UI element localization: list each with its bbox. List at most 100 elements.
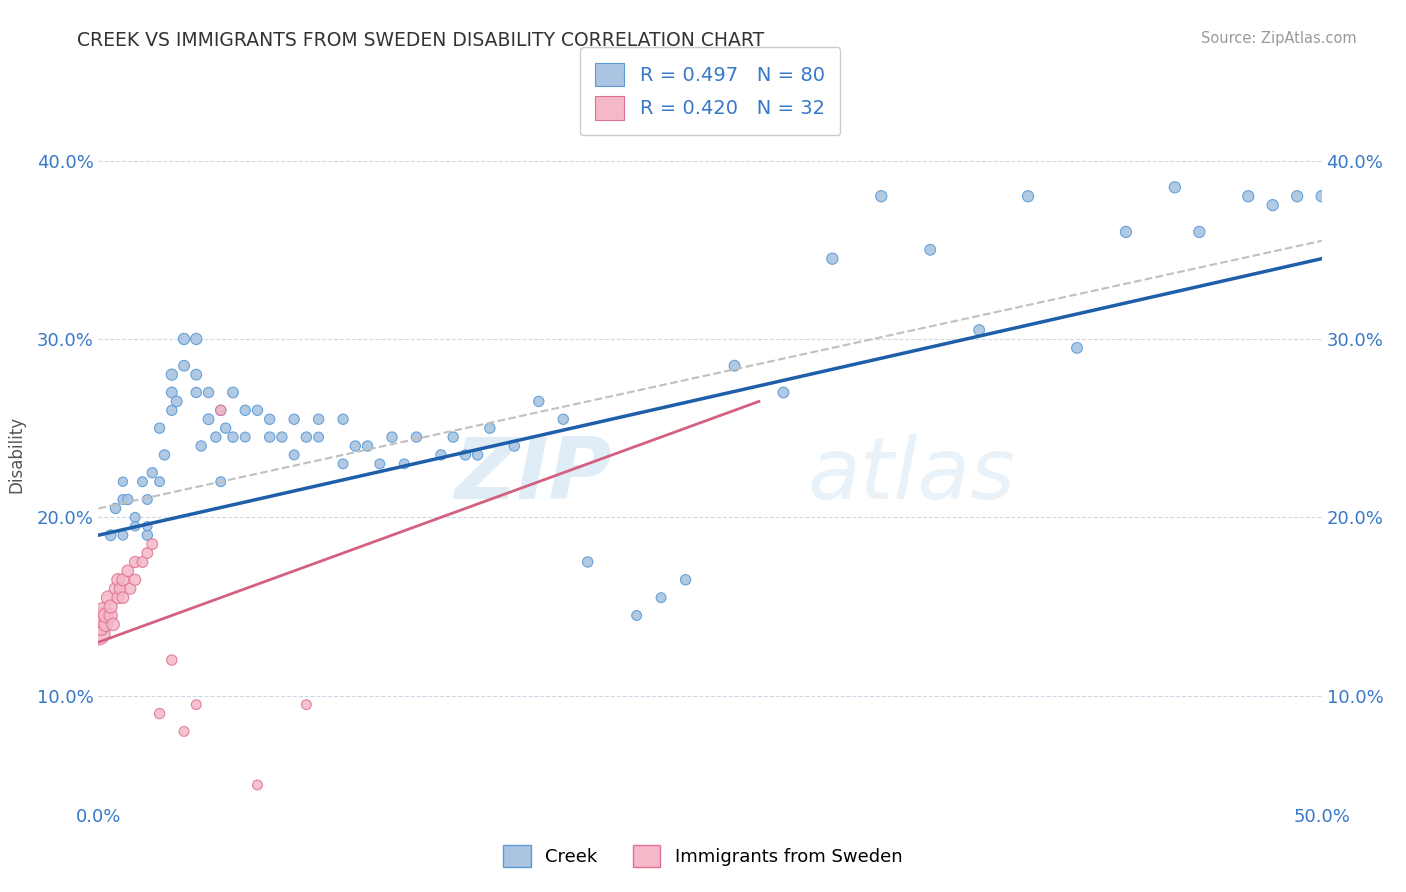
Point (94, 608, 117, 623)
Point (283, 448, 305, 462)
Point (205, 430, 228, 444)
Point (173, 724, 195, 739)
Point (160, 403, 183, 417)
Point (90, 621, 112, 635)
Point (91, 614, 114, 628)
Point (870, 189, 893, 203)
Point (553, 412, 575, 426)
Point (967, 323, 990, 337)
Point (233, 430, 256, 444)
Text: atlas: atlas (808, 434, 1017, 517)
Point (141, 466, 163, 480)
Text: Source: ZipAtlas.com: Source: ZipAtlas.com (1201, 31, 1357, 46)
Point (166, 394, 188, 409)
Point (100, 599, 122, 614)
Point (101, 617, 124, 632)
Point (91, 603, 114, 617)
Point (131, 475, 153, 489)
Point (246, 403, 269, 417)
Point (259, 412, 281, 426)
Point (149, 475, 172, 489)
Point (1188, 225, 1211, 239)
Point (332, 412, 354, 426)
Point (270, 430, 294, 444)
Point (110, 582, 132, 596)
Point (209, 403, 232, 417)
Point (186, 368, 208, 382)
Point (1017, 189, 1039, 203)
Point (308, 430, 330, 444)
Point (186, 385, 208, 400)
Point (295, 430, 318, 444)
Point (136, 492, 159, 507)
Point (1286, 189, 1309, 203)
Point (308, 412, 330, 426)
Point (136, 528, 159, 542)
Point (723, 359, 745, 373)
Point (149, 706, 172, 721)
Point (136, 546, 159, 560)
Point (821, 252, 844, 266)
Point (111, 492, 134, 507)
Point (1237, 189, 1260, 203)
Point (332, 457, 354, 471)
Point (392, 457, 416, 471)
Point (111, 573, 134, 587)
Point (90, 608, 112, 623)
Point (1115, 225, 1137, 239)
Point (920, 243, 942, 257)
Point (100, 608, 122, 623)
Point (233, 403, 256, 417)
Point (97, 591, 120, 605)
Point (117, 492, 139, 507)
Point (650, 591, 672, 605)
Point (124, 519, 146, 533)
Text: ZIP: ZIP (454, 434, 612, 517)
Point (1261, 198, 1284, 212)
Point (160, 385, 183, 400)
Point (283, 412, 305, 426)
Point (124, 510, 146, 524)
Point (160, 653, 183, 667)
Legend: R = 0.497   N = 80, R = 0.420   N = 32: R = 0.497 N = 80, R = 0.420 N = 32 (579, 47, 841, 136)
Point (259, 430, 281, 444)
Point (368, 457, 391, 471)
Point (222, 430, 245, 444)
Point (467, 448, 489, 462)
Point (186, 332, 208, 346)
Point (405, 430, 427, 444)
Point (124, 573, 146, 587)
Point (246, 778, 269, 792)
Point (503, 439, 526, 453)
Point (173, 359, 195, 373)
Point (576, 555, 599, 569)
Point (107, 591, 129, 605)
Point (87, 626, 110, 640)
Point (136, 519, 159, 533)
Point (186, 698, 208, 712)
Point (104, 582, 127, 596)
Point (131, 555, 153, 569)
Point (675, 573, 697, 587)
Point (120, 582, 142, 596)
Point (1310, 189, 1333, 203)
Point (478, 421, 501, 435)
Point (441, 430, 464, 444)
Point (381, 430, 404, 444)
Point (104, 501, 127, 516)
Point (153, 448, 176, 462)
Point (214, 421, 236, 435)
Point (295, 698, 318, 712)
Point (111, 528, 134, 542)
Point (197, 385, 219, 400)
Point (111, 591, 134, 605)
Point (209, 475, 232, 489)
Point (107, 573, 129, 587)
Text: CREEK VS IMMIGRANTS FROM SWEDEN DISABILITY CORRELATION CHART: CREEK VS IMMIGRANTS FROM SWEDEN DISABILI… (77, 31, 765, 50)
Point (626, 608, 648, 623)
Point (190, 439, 212, 453)
Point (1164, 180, 1187, 194)
Point (527, 394, 550, 409)
Point (173, 332, 195, 346)
Point (87, 617, 110, 632)
